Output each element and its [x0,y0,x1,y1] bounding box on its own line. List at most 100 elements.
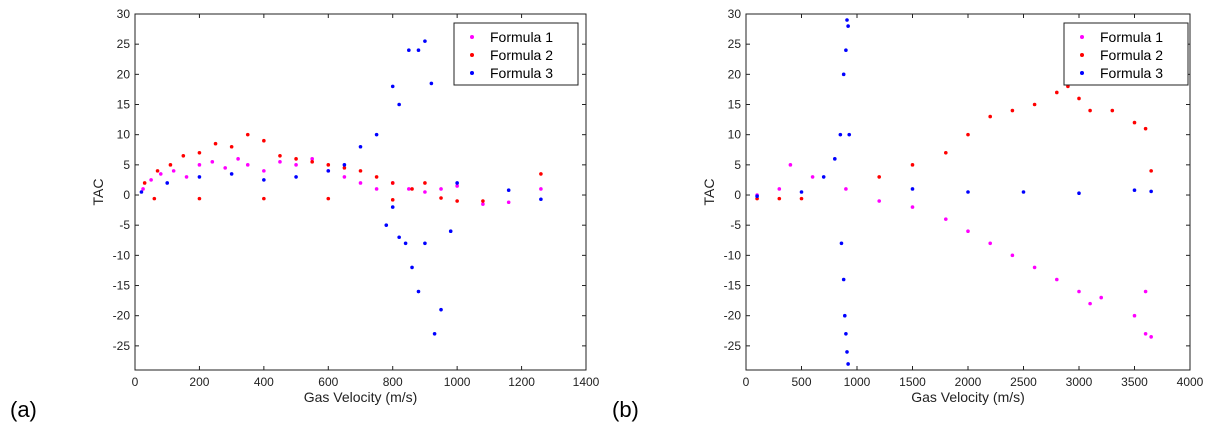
data-point [262,178,266,182]
data-point [481,202,485,206]
data-point [1149,189,1153,194]
data-point [1143,126,1148,131]
data-point [236,157,240,161]
data-point [139,190,144,194]
legend-entry: Formula 3 [490,65,553,81]
data-point [374,187,379,191]
x-tick-label: 600 [318,375,338,389]
legend-box [453,22,579,86]
data-point [966,190,970,194]
y-tick-label: 30 [117,7,131,21]
data-point [197,163,202,167]
data-point [439,196,443,200]
data-point [390,181,395,185]
data-point [358,169,363,173]
y-tick-label: 0 [123,188,130,202]
data-point [152,196,157,201]
data-point [390,198,395,202]
legend: Formula 1 Formula 2 Formula 3 [1063,22,1189,86]
y-tick-label: -5 [730,218,741,232]
data-point [1032,102,1037,107]
data-point [1088,301,1092,306]
data-point [506,200,511,205]
plot-frame [134,13,587,371]
legend-marker [470,35,474,39]
legend-marker [470,53,474,57]
data-point [213,141,218,146]
data-point [1021,190,1026,194]
x-tick-label: 0 [132,375,139,389]
data-point [988,241,992,246]
data-point [397,235,401,240]
data-point [407,187,411,191]
x-tick-label: 1000 [844,375,871,389]
data-point [1110,108,1115,113]
data-point [539,197,543,202]
data-point [839,241,844,246]
x-tick-label: 400 [254,375,274,389]
data-point [810,175,815,179]
data-point [439,307,443,312]
x-tick-label: 200 [189,375,209,389]
panel-a: (a) 0 200 400 600 800 1000 1200 1400-25-20-15-1… [10,7,600,422]
data-point [1077,191,1081,196]
data-point [448,229,453,234]
data-point [229,144,234,149]
data-point [197,196,202,201]
data-point [229,172,234,176]
data-point [877,175,881,179]
data-point [294,157,298,161]
x-tick-label: 0 [743,375,750,389]
data-point [1143,289,1148,294]
data-point [423,190,427,194]
y-tick-label: 0 [734,188,741,202]
data-point [1149,169,1153,173]
legend-entry: Formula 1 [490,29,553,45]
data-point [755,194,759,199]
x-tick-label: 3000 [1066,375,1093,389]
data-point [158,172,163,176]
data-point [799,196,804,201]
y-tick-label: 10 [728,128,742,142]
data-point [155,169,160,173]
data-point [171,169,176,173]
data-point [847,132,852,137]
y-tick-label: 25 [117,37,131,51]
data-point [1055,277,1059,282]
panel-b: (b) 0 500 1000 1500 2000 2500 3000 3500 4000 -25 -… [612,7,1204,422]
data-point [223,166,227,170]
data-point [278,153,282,158]
data-point [833,157,837,161]
y-tick-label: 25 [728,37,742,51]
data-point [844,187,848,191]
data-point [374,132,379,137]
series-1 [755,163,1153,339]
y-axis-label: TAC [90,179,106,206]
data-point [910,187,915,191]
data-point [184,175,189,179]
legend-marker [1080,53,1084,57]
data-point [310,157,314,161]
y-tick-label: 5 [123,158,130,172]
data-point [1132,120,1137,125]
legend-entry: Formula 1 [1100,29,1163,45]
x-axis-label: Gas Velocity (m/s) [304,389,418,405]
data-point [342,175,347,179]
data-point [342,166,347,170]
data-point [262,138,266,143]
data-point [384,223,389,227]
x-tick-label: 2000 [955,375,982,389]
data-point [403,241,408,246]
series-1 [141,157,543,206]
data-point [841,72,846,77]
y-tick-label: -25 [113,339,131,353]
y-axis-label: TAC [701,179,717,206]
data-point [1010,108,1015,113]
x-tick-label: 4000 [1177,375,1204,389]
y-tick-label: -15 [724,279,742,293]
data-point [326,163,331,167]
data-point [358,144,363,149]
legend-entry: Formula 2 [1100,47,1163,63]
legend-box [1063,22,1189,86]
data-point [788,163,793,167]
